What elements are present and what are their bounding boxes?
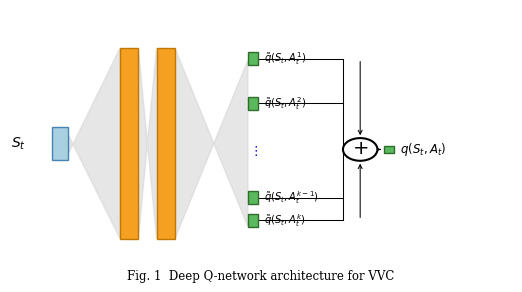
- Bar: [248, 97, 258, 110]
- Text: $\tilde{q}(S_t, A_t^2)$: $\tilde{q}(S_t, A_t^2)$: [264, 95, 306, 112]
- Circle shape: [343, 138, 377, 161]
- Bar: [120, 48, 138, 239]
- Text: $\tilde{q}(S_t, A_t^1)$: $\tilde{q}(S_t, A_t^1)$: [264, 50, 306, 67]
- Bar: [248, 214, 258, 227]
- Polygon shape: [68, 48, 120, 239]
- Text: $\tilde{q}(S_t, A_t^{k-1})$: $\tilde{q}(S_t, A_t^{k-1})$: [264, 190, 318, 206]
- Bar: [248, 52, 258, 65]
- Bar: [248, 191, 258, 204]
- Text: $\vdots$: $\vdots$: [248, 144, 258, 158]
- Text: $q(S_t, A_t)$: $q(S_t, A_t)$: [400, 141, 447, 158]
- Polygon shape: [175, 48, 248, 239]
- Bar: [384, 146, 394, 153]
- Polygon shape: [138, 48, 157, 239]
- Text: $S_t$: $S_t$: [11, 135, 26, 152]
- Text: Fig. 1  Deep Q-network architecture for VVC: Fig. 1 Deep Q-network architecture for V…: [127, 270, 395, 284]
- Text: $\tilde{q}(S_t, A_t^k)$: $\tilde{q}(S_t, A_t^k)$: [264, 212, 305, 229]
- Bar: [157, 48, 175, 239]
- Text: $+$: $+$: [352, 140, 369, 159]
- Bar: [52, 127, 68, 160]
